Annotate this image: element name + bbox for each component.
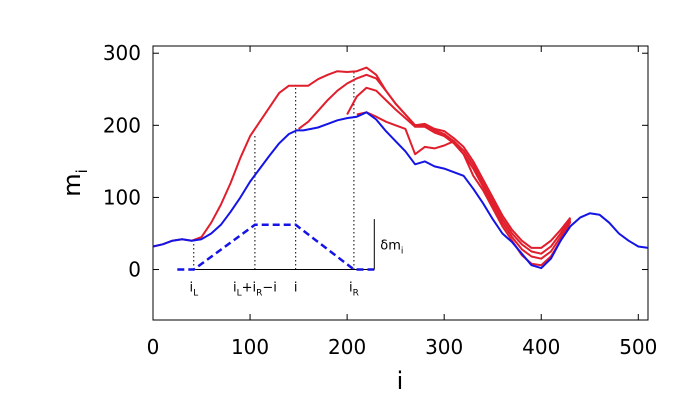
y-axis-label-sub: i — [73, 169, 91, 173]
y-axis-label: mi — [58, 169, 91, 197]
label-delta-m-i: δmi — [380, 238, 403, 256]
series-line-red — [298, 73, 572, 255]
series-line-blue — [152, 111, 649, 270]
guide-lines — [193, 71, 355, 270]
y-tick-label: 100 — [103, 185, 141, 209]
x-tick-label: 200 — [328, 335, 366, 359]
axis-ticks: 0 100 200 300 400 500 0 100 200 300 — [103, 41, 658, 359]
x-axis-label: i — [397, 367, 404, 395]
annotation-group: iL iL+iR−i i iR δmi — [189, 238, 403, 298]
x-tick-label: 0 — [147, 335, 160, 359]
x-tick-label: 100 — [231, 335, 269, 359]
plot-frame — [152, 45, 649, 321]
label-i-R: iR — [349, 281, 359, 299]
y-axis-label-main: m — [58, 173, 86, 196]
label-i: i — [294, 281, 298, 296]
label-i-L: iL — [189, 281, 198, 299]
kernel-group — [177, 219, 375, 271]
series-line-red — [356, 111, 572, 267]
y-tick-label: 0 — [128, 258, 141, 282]
y-tick-label: 200 — [103, 113, 141, 137]
series-group — [152, 66, 649, 270]
series-line-red — [152, 66, 572, 249]
kernel-line — [177, 223, 375, 271]
x-tick-label: 300 — [425, 335, 463, 359]
label-i-L-plus-i-R-minus-i: iL+iR−i — [233, 281, 277, 299]
y-tick-label: 300 — [103, 41, 141, 65]
x-tick-label: 500 — [619, 335, 657, 359]
x-tick-label: 400 — [522, 335, 560, 359]
